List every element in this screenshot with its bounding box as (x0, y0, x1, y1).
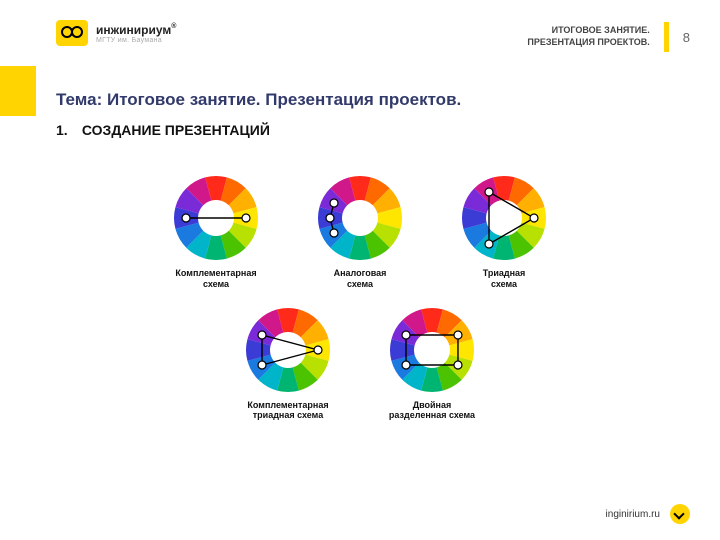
footer: inginirium.ru (606, 504, 690, 524)
topic-text: Итоговое занятие. Презентация проектов. (107, 90, 461, 109)
header-line1: ИТОГОВОЕ ЗАНЯТИЕ. (527, 25, 649, 37)
header: инжинириум® МГТУ им. Баумана ИТОГОВОЕ ЗА… (0, 20, 720, 60)
color-wheel-icon (168, 170, 264, 266)
chevron-down-icon (670, 504, 690, 524)
color-wheel-icon (456, 170, 552, 266)
accent-block-icon (0, 66, 36, 116)
color-wheel-item: Триаднаясхема (446, 170, 562, 290)
logo: инжинириум® МГТУ им. Баумана (56, 20, 176, 46)
wheel-caption: Комплементарнаятриадная схема (247, 400, 328, 422)
wheel-caption: Двойнаяразделенная схема (389, 400, 475, 422)
accent-bar-icon (664, 22, 669, 52)
color-wheel-item: Двойнаяразделенная схема (374, 302, 490, 422)
footer-link: inginirium.ru (606, 509, 660, 520)
color-wheels-grid: Комплементарнаясхема Аналоговаясхема Триад… (150, 170, 570, 421)
color-wheel-item: Комплементарнаятриадная схема (230, 302, 346, 422)
header-title: ИТОГОВОЕ ЗАНЯТИЕ. ПРЕЗЕНТАЦИЯ ПРОЕКТОВ. (527, 25, 649, 48)
topic-title: Тема: Итоговое занятие. Презентация прое… (56, 90, 461, 110)
logo-owl-icon (56, 20, 88, 46)
subtitle: 1. СОЗДАНИЕ ПРЕЗЕНТАЦИЙ (56, 122, 270, 138)
color-wheel-item: Комплементарнаясхема (158, 170, 274, 290)
wheel-caption: Триаднаясхема (483, 268, 526, 290)
header-right: ИТОГОВОЕ ЗАНЯТИЕ. ПРЕЗЕНТАЦИЯ ПРОЕКТОВ. … (527, 22, 690, 52)
logo-text: инжинириум® МГТУ им. Баумана (96, 23, 176, 44)
wheel-caption: Аналоговаясхема (334, 268, 387, 290)
color-wheel-icon (240, 302, 336, 398)
page-number: 8 (683, 30, 690, 45)
header-line2: ПРЕЗЕНТАЦИЯ ПРОЕКТОВ. (527, 37, 649, 49)
wheel-caption: Комплементарнаясхема (175, 268, 256, 290)
color-wheel-icon (312, 170, 408, 266)
subtitle-num: 1. (56, 122, 78, 138)
color-wheel-icon (384, 302, 480, 398)
brand-tagline: МГТУ им. Баумана (96, 37, 176, 44)
brand-name: инжинириум (96, 23, 171, 37)
topic-prefix: Тема: (56, 90, 107, 109)
color-wheel-item: Аналоговаясхема (302, 170, 418, 290)
trademark: ® (171, 23, 176, 30)
subtitle-text: СОЗДАНИЕ ПРЕЗЕНТАЦИЙ (82, 122, 270, 138)
